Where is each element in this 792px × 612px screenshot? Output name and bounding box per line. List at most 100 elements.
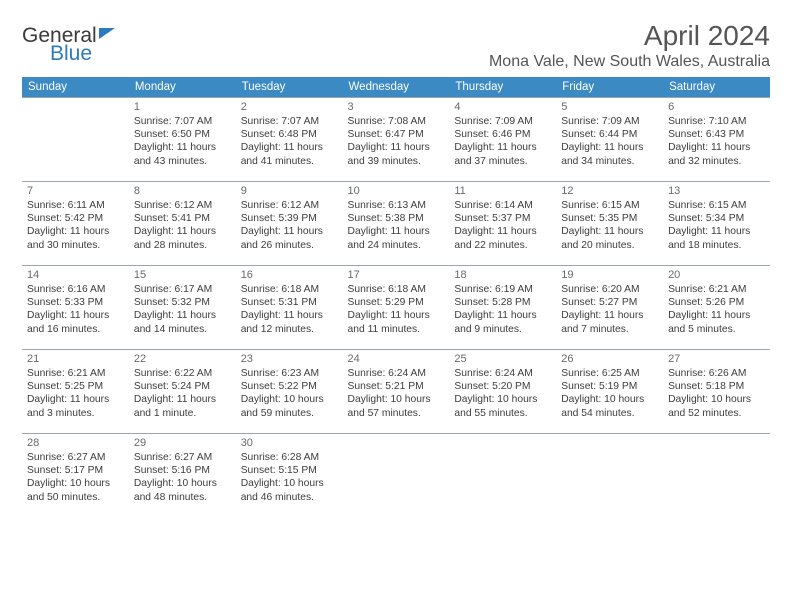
day-number: 9 — [241, 184, 338, 198]
daylight-line: Daylight: 11 hours and 16 minutes. — [27, 309, 124, 335]
calendar-cell: 18Sunrise: 6:19 AMSunset: 5:28 PMDayligh… — [449, 266, 556, 350]
sunrise-line: Sunrise: 6:12 AM — [134, 199, 231, 212]
daylight-line: Daylight: 11 hours and 26 minutes. — [241, 225, 338, 251]
day-number: 3 — [348, 100, 445, 114]
calendar-cell: 29Sunrise: 6:27 AMSunset: 5:16 PMDayligh… — [129, 434, 236, 518]
calendar-row: 1Sunrise: 7:07 AMSunset: 6:50 PMDaylight… — [22, 98, 770, 182]
brand-part2: Blue — [50, 42, 115, 66]
sunset-line: Sunset: 5:17 PM — [27, 464, 124, 477]
sunset-line: Sunset: 6:46 PM — [454, 128, 551, 141]
calendar-row: 7Sunrise: 6:11 AMSunset: 5:42 PMDaylight… — [22, 182, 770, 266]
sunrise-line: Sunrise: 6:16 AM — [27, 283, 124, 296]
calendar-cell: 14Sunrise: 6:16 AMSunset: 5:33 PMDayligh… — [22, 266, 129, 350]
sunset-line: Sunset: 5:15 PM — [241, 464, 338, 477]
sunset-line: Sunset: 5:41 PM — [134, 212, 231, 225]
sunset-line: Sunset: 6:47 PM — [348, 128, 445, 141]
calendar-cell: 30Sunrise: 6:28 AMSunset: 5:15 PMDayligh… — [236, 434, 343, 518]
sunset-line: Sunset: 5:31 PM — [241, 296, 338, 309]
day-number: 20 — [668, 268, 765, 282]
sunrise-line: Sunrise: 6:11 AM — [27, 199, 124, 212]
calendar-cell: 26Sunrise: 6:25 AMSunset: 5:19 PMDayligh… — [556, 350, 663, 434]
sunset-line: Sunset: 5:35 PM — [561, 212, 658, 225]
daylight-line: Daylight: 10 hours and 57 minutes. — [348, 393, 445, 419]
day-number: 25 — [454, 352, 551, 366]
calendar-cell: 17Sunrise: 6:18 AMSunset: 5:29 PMDayligh… — [343, 266, 450, 350]
daylight-line: Daylight: 11 hours and 11 minutes. — [348, 309, 445, 335]
weekday-header: Wednesday — [343, 77, 450, 98]
sunrise-line: Sunrise: 6:21 AM — [668, 283, 765, 296]
sunset-line: Sunset: 5:16 PM — [134, 464, 231, 477]
weekday-header: Saturday — [663, 77, 770, 98]
daylight-line: Daylight: 10 hours and 54 minutes. — [561, 393, 658, 419]
weekday-header-row: SundayMondayTuesdayWednesdayThursdayFrid… — [22, 77, 770, 98]
sunset-line: Sunset: 5:39 PM — [241, 212, 338, 225]
calendar-cell: 1Sunrise: 7:07 AMSunset: 6:50 PMDaylight… — [129, 98, 236, 182]
day-number: 19 — [561, 268, 658, 282]
day-number: 22 — [134, 352, 231, 366]
sunrise-line: Sunrise: 7:09 AM — [454, 115, 551, 128]
calendar-cell: 20Sunrise: 6:21 AMSunset: 5:26 PMDayligh… — [663, 266, 770, 350]
calendar-cell: 24Sunrise: 6:24 AMSunset: 5:21 PMDayligh… — [343, 350, 450, 434]
sunrise-line: Sunrise: 6:15 AM — [561, 199, 658, 212]
calendar-cell — [663, 434, 770, 518]
sunset-line: Sunset: 5:29 PM — [348, 296, 445, 309]
calendar-cell: 9Sunrise: 6:12 AMSunset: 5:39 PMDaylight… — [236, 182, 343, 266]
title-block: April 2024 Mona Vale, New South Wales, A… — [489, 20, 770, 75]
calendar-cell: 13Sunrise: 6:15 AMSunset: 5:34 PMDayligh… — [663, 182, 770, 266]
calendar-cell: 6Sunrise: 7:10 AMSunset: 6:43 PMDaylight… — [663, 98, 770, 182]
sunset-line: Sunset: 5:22 PM — [241, 380, 338, 393]
sunset-line: Sunset: 5:28 PM — [454, 296, 551, 309]
daylight-line: Daylight: 10 hours and 55 minutes. — [454, 393, 551, 419]
day-number: 29 — [134, 436, 231, 450]
sunrise-line: Sunrise: 7:09 AM — [561, 115, 658, 128]
sunset-line: Sunset: 6:48 PM — [241, 128, 338, 141]
calendar-cell: 4Sunrise: 7:09 AMSunset: 6:46 PMDaylight… — [449, 98, 556, 182]
day-number: 30 — [241, 436, 338, 450]
day-number: 5 — [561, 100, 658, 114]
sunrise-line: Sunrise: 7:07 AM — [134, 115, 231, 128]
calendar-table: SundayMondayTuesdayWednesdayThursdayFrid… — [22, 77, 770, 518]
day-number: 13 — [668, 184, 765, 198]
sunset-line: Sunset: 5:38 PM — [348, 212, 445, 225]
daylight-line: Daylight: 11 hours and 3 minutes. — [27, 393, 124, 419]
sunset-line: Sunset: 6:44 PM — [561, 128, 658, 141]
sunrise-line: Sunrise: 6:14 AM — [454, 199, 551, 212]
day-number: 7 — [27, 184, 124, 198]
sunrise-line: Sunrise: 6:15 AM — [668, 199, 765, 212]
calendar-cell: 16Sunrise: 6:18 AMSunset: 5:31 PMDayligh… — [236, 266, 343, 350]
daylight-line: Daylight: 11 hours and 7 minutes. — [561, 309, 658, 335]
calendar-cell: 15Sunrise: 6:17 AMSunset: 5:32 PMDayligh… — [129, 266, 236, 350]
calendar-row: 21Sunrise: 6:21 AMSunset: 5:25 PMDayligh… — [22, 350, 770, 434]
sunrise-line: Sunrise: 6:20 AM — [561, 283, 658, 296]
daylight-line: Daylight: 11 hours and 1 minute. — [134, 393, 231, 419]
daylight-line: Daylight: 11 hours and 12 minutes. — [241, 309, 338, 335]
daylight-line: Daylight: 10 hours and 59 minutes. — [241, 393, 338, 419]
day-number: 23 — [241, 352, 338, 366]
calendar-row: 28Sunrise: 6:27 AMSunset: 5:17 PMDayligh… — [22, 434, 770, 518]
daylight-line: Daylight: 11 hours and 41 minutes. — [241, 141, 338, 167]
daylight-line: Daylight: 11 hours and 28 minutes. — [134, 225, 231, 251]
calendar-cell — [343, 434, 450, 518]
day-number: 12 — [561, 184, 658, 198]
daylight-line: Daylight: 11 hours and 39 minutes. — [348, 141, 445, 167]
daylight-line: Daylight: 10 hours and 50 minutes. — [27, 477, 124, 503]
day-number: 17 — [348, 268, 445, 282]
sunrise-line: Sunrise: 6:26 AM — [668, 367, 765, 380]
day-number: 24 — [348, 352, 445, 366]
sunset-line: Sunset: 5:24 PM — [134, 380, 231, 393]
sunrise-line: Sunrise: 7:10 AM — [668, 115, 765, 128]
day-number: 15 — [134, 268, 231, 282]
day-number: 10 — [348, 184, 445, 198]
sunrise-line: Sunrise: 6:22 AM — [134, 367, 231, 380]
sunset-line: Sunset: 5:18 PM — [668, 380, 765, 393]
sunrise-line: Sunrise: 6:24 AM — [348, 367, 445, 380]
sunset-line: Sunset: 5:21 PM — [348, 380, 445, 393]
sunset-line: Sunset: 5:37 PM — [454, 212, 551, 225]
calendar-cell: 11Sunrise: 6:14 AMSunset: 5:37 PMDayligh… — [449, 182, 556, 266]
sunset-line: Sunset: 5:33 PM — [27, 296, 124, 309]
day-number: 2 — [241, 100, 338, 114]
day-number: 18 — [454, 268, 551, 282]
weekday-header: Monday — [129, 77, 236, 98]
weekday-header: Sunday — [22, 77, 129, 98]
calendar-cell: 27Sunrise: 6:26 AMSunset: 5:18 PMDayligh… — [663, 350, 770, 434]
